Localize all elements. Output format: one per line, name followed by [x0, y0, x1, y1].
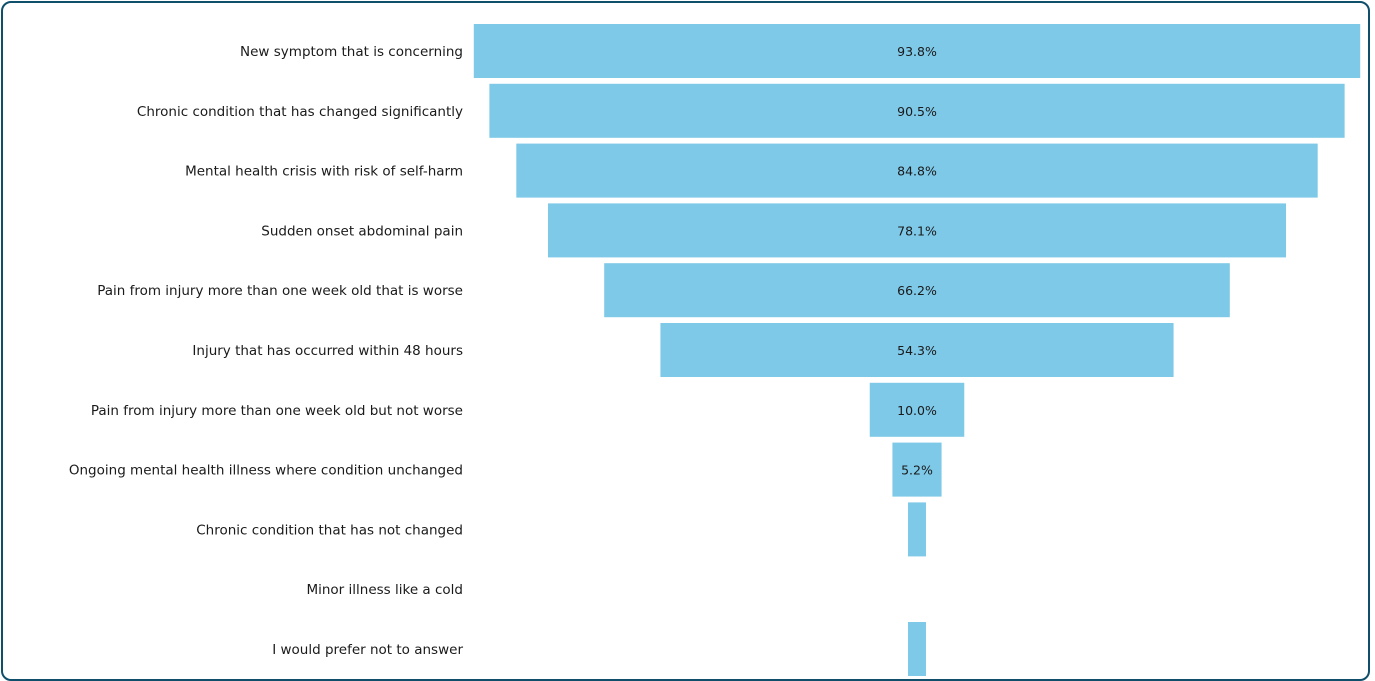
funnel-bar [516, 143, 1318, 198]
category-label: I would prefer not to answer [272, 642, 463, 658]
category-label: Pain from injury more than one week old … [97, 283, 463, 299]
category-label: Mental health crisis with risk of self-h… [185, 164, 463, 180]
funnel-bar [869, 382, 965, 437]
category-label: Chronic condition that has changed signi… [137, 104, 463, 120]
value-label: 78.1% [897, 223, 937, 238]
value-label: 5.2% [901, 463, 933, 478]
category-label: Ongoing mental health illness where cond… [69, 463, 463, 479]
funnel-bar [473, 24, 1361, 78]
value-label: 93.8% [897, 44, 937, 59]
value-label: 84.8% [897, 164, 937, 179]
value-label: 66.2% [897, 283, 937, 298]
category-label: Sudden onset abdominal pain [261, 223, 463, 239]
funnel-bar [604, 263, 1230, 318]
value-label: 54.3% [897, 343, 937, 358]
category-label: New symptom that is concerning [240, 44, 463, 60]
category-label: Injury that has occurred within 48 hours [192, 343, 463, 359]
funnel-bar [892, 442, 942, 497]
category-label: Pain from injury more than one week old … [91, 403, 463, 419]
category-label: Chronic condition that has not changed [196, 522, 463, 538]
value-label: 90.5% [897, 104, 937, 119]
funnel-bar [547, 203, 1287, 258]
category-label: Minor illness like a cold [306, 582, 463, 598]
funnel-bar [908, 622, 926, 676]
funnel-bar [489, 83, 1345, 138]
value-label: 10.0% [897, 403, 937, 418]
funnel-bar [908, 502, 926, 557]
funnel-bar [660, 323, 1174, 377]
